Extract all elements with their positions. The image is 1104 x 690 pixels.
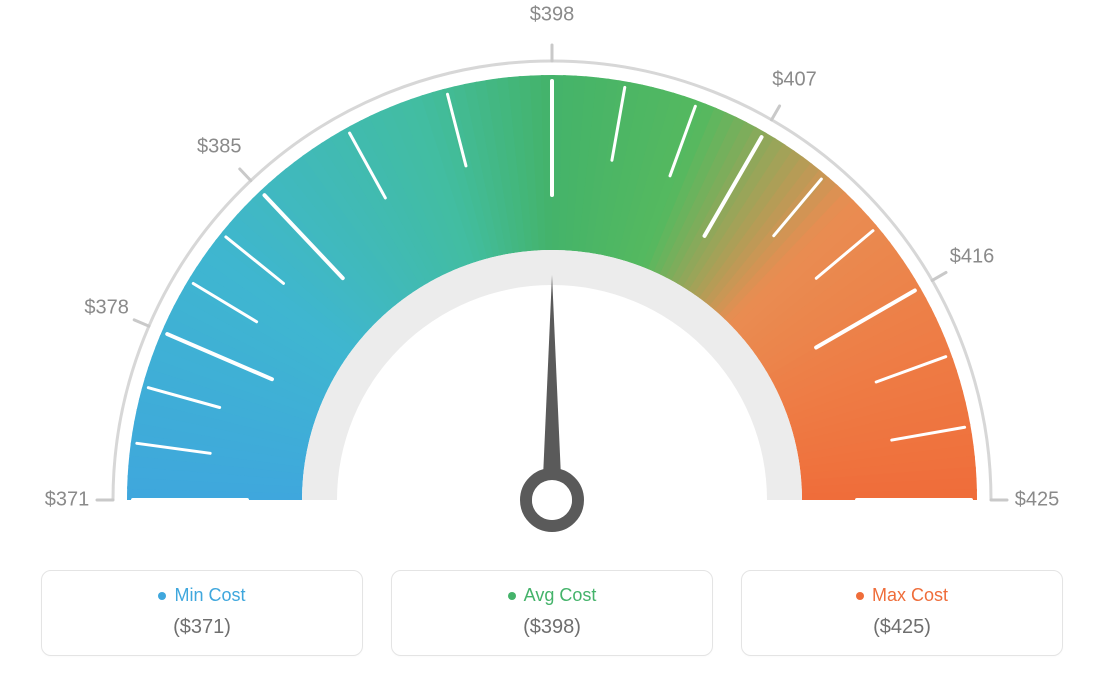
legend-title-max: Max Cost [856, 585, 948, 606]
legend-label-max: Max Cost [872, 585, 948, 606]
legend-value-min: ($371) [42, 616, 362, 639]
legend-card-min: Min Cost ($371) [41, 570, 363, 656]
gauge-svg [0, 0, 1104, 560]
gauge-tick-label: $407 [772, 69, 817, 92]
legend-label-avg: Avg Cost [524, 585, 597, 606]
gauge-tick-label: $416 [950, 246, 995, 269]
legend-label-min: Min Cost [174, 585, 245, 606]
legend-title-min: Min Cost [158, 585, 245, 606]
gauge-tick-label: $378 [84, 296, 129, 319]
gauge-chart: $371 $378 $385 $398 $407 $416 $425 [0, 0, 1104, 560]
legend-dot-avg [508, 592, 516, 600]
gauge-tick-label: $425 [1015, 489, 1060, 512]
gauge-tick-label: $398 [530, 4, 575, 27]
legend-dot-max [856, 592, 864, 600]
gauge-tick-label: $385 [197, 136, 242, 159]
legend-row: Min Cost ($371) Avg Cost ($398) Max Cost… [0, 570, 1104, 656]
legend-card-max: Max Cost ($425) [741, 570, 1063, 656]
gauge-tick-label: $371 [45, 489, 90, 512]
legend-value-max: ($425) [742, 616, 1062, 639]
legend-title-avg: Avg Cost [508, 585, 597, 606]
legend-value-avg: ($398) [392, 616, 712, 639]
legend-dot-min [158, 592, 166, 600]
legend-card-avg: Avg Cost ($398) [391, 570, 713, 656]
